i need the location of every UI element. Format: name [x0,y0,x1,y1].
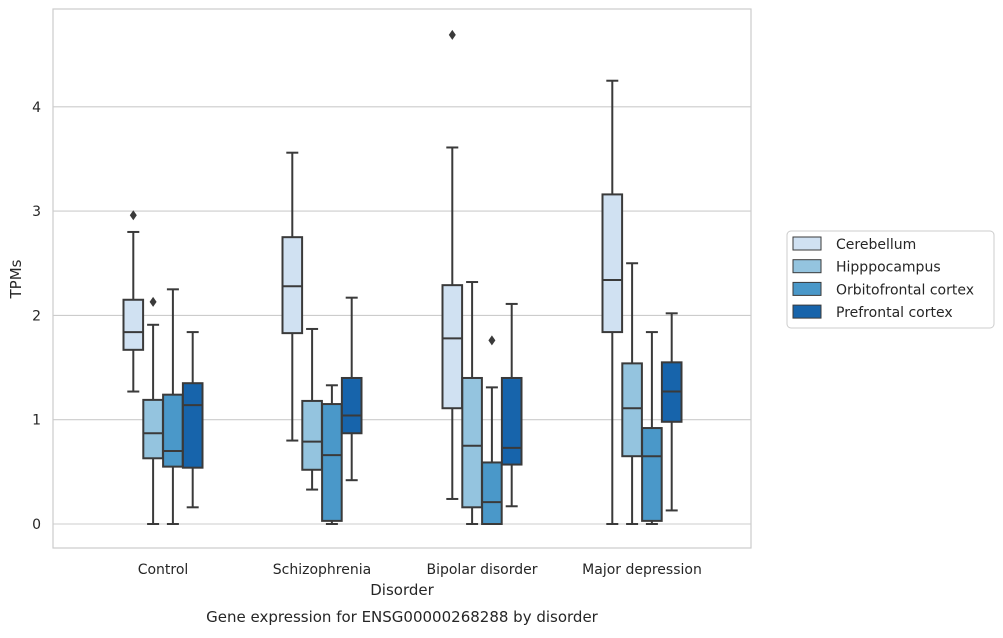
box-body [162,393,184,468]
box-body [481,461,503,526]
legend-swatch [792,236,822,251]
box-2-2 [481,335,503,526]
box-body [181,382,204,469]
legend-swatch [792,259,822,274]
box-0-1 [281,151,304,442]
plot-area-frame [52,8,752,549]
outlier-point [129,210,137,221]
box-body [500,376,523,466]
y-tick-label: 1 [32,413,41,429]
outlier-point [448,29,456,40]
box-body [441,284,464,410]
box-body [601,193,624,334]
legend-item: Hipppocampus [792,259,941,276]
box-1-2 [461,281,483,525]
box-body [142,398,164,460]
outlier-point [149,296,157,307]
x-tick-labels: Control Schizophrenia Bipolar disorder Majo… [138,562,702,578]
box-0-0 [122,210,145,393]
box-3-3 [660,312,683,512]
box-body [340,376,363,435]
y-axis-label: TPMs [7,259,25,299]
chart-caption: Gene expression for ENSG00000268288 by d… [206,608,599,626]
x-tick-label: Control [138,562,189,578]
box-1-3 [621,262,643,525]
x-tick-label: Schizophrenia [273,562,371,578]
box-3-2 [500,302,523,508]
legend-item: Cerebellum [792,236,916,253]
box-body [122,298,145,351]
box-0-2 [441,29,464,500]
box-0-3 [601,79,624,525]
legend-label: Hipppocampus [836,260,941,276]
box-body [461,376,483,509]
y-tick-label: 3 [32,204,41,220]
y-tick-labels: 0 1 2 3 4 [32,100,41,533]
x-tick-label: Major depression [582,562,702,578]
legend-swatch [792,304,822,319]
box-2-3 [641,331,663,525]
box-2-0 [162,288,184,525]
box-1-1 [301,327,323,491]
box-3-1 [340,296,363,482]
y-tick-label: 0 [32,517,41,533]
y-tick-label: 4 [32,100,41,116]
legend-frame [786,230,995,329]
y-tick-label: 2 [32,308,41,324]
box-body [641,427,663,522]
legend-label: Prefrontal cortex [836,305,953,321]
box-3-0 [181,331,204,509]
box-body [621,362,643,458]
box-body [281,236,304,335]
x-axis-label: Disorder [370,581,434,599]
box-body [321,403,343,522]
outlier-point [488,335,496,346]
box-2-1 [321,384,343,525]
legend-item: Prefrontal cortex [792,304,953,321]
legend: Cerebellum Hipppocampus Orbitofrontal cort… [786,230,995,329]
x-tick-label: Bipolar disorder [426,562,537,578]
legend-item: Orbitofrontal cortex [792,281,974,298]
legend-label: Cerebellum [836,237,916,253]
box-body [301,399,323,471]
box-1-0 [142,296,164,525]
legend-swatch [792,281,822,296]
boxes [122,29,683,526]
legend-label: Orbitofrontal cortex [836,282,974,298]
